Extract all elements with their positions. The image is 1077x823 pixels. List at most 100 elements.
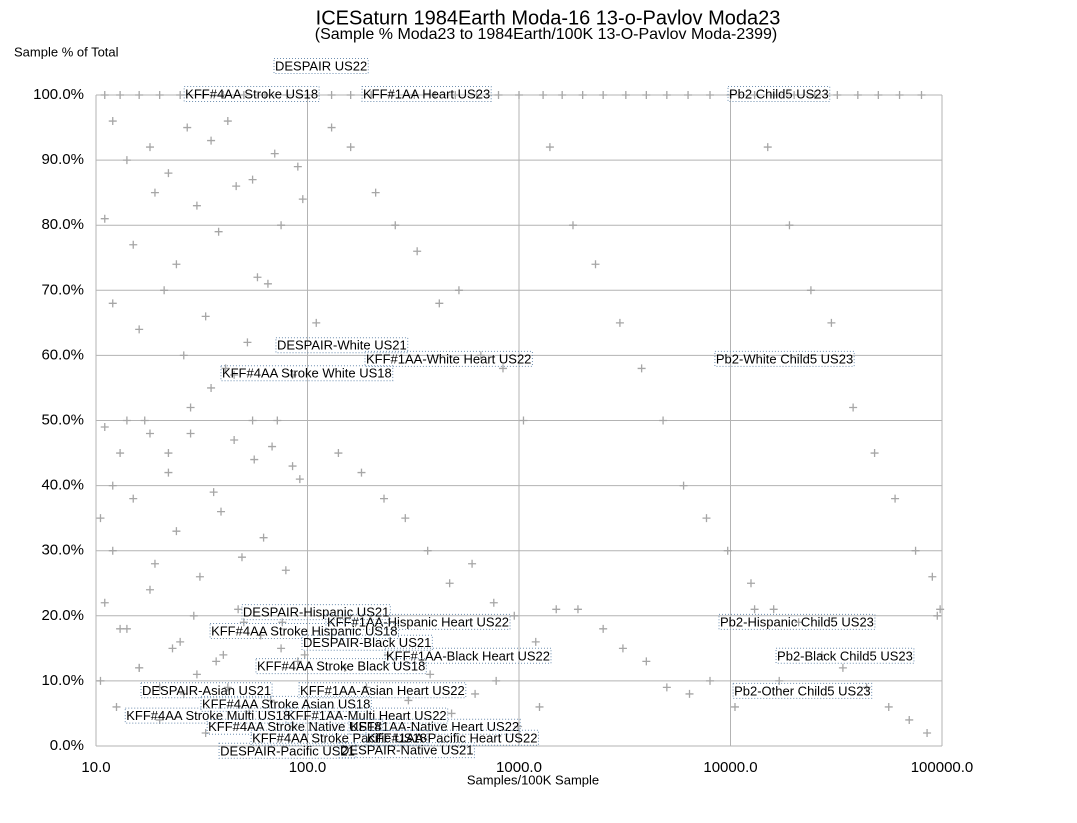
point [340,663,349,672]
annotation-label: KFF#4AA Stroke US18 [185,86,318,101]
point [219,91,228,99]
annotation: Pb2-Other Child5 US23 [732,682,873,699]
point [435,299,444,308]
point [100,598,109,607]
point [160,286,169,295]
point [423,546,432,555]
point [298,195,307,204]
annotation-box [206,718,384,735]
point [201,312,210,321]
point [535,702,544,711]
point [573,605,582,614]
annotations: DESPAIR US22 KFF#4AA Stroke US18 KFF#1AA H… [124,57,915,759]
point [293,657,302,666]
annotation-label: KFF#4AA Stroke Black US18 [257,659,425,674]
annotation-label: KFF#4AA Stroke Pacific US18 [252,730,427,745]
point [108,546,117,555]
point [219,650,228,659]
point [679,481,688,490]
y-tick-label: 60.0% [41,346,84,363]
annotation-box [727,85,831,102]
point [198,91,207,99]
point [168,644,177,653]
point [140,416,149,425]
point [917,91,926,99]
y-tick-label: 50.0% [41,411,84,428]
annotation-box [255,658,427,675]
point [327,91,336,99]
point [445,579,454,588]
point [726,91,735,99]
annotation-label: Pb2-White Child5 US23 [716,351,853,366]
point [539,91,548,99]
point [108,481,117,490]
point [410,91,419,99]
point [108,117,117,126]
point [723,546,732,555]
point [176,91,185,99]
point [621,91,630,99]
annotation-box [301,634,433,651]
annotation-box [140,682,273,699]
point [122,416,131,425]
point [531,637,540,646]
point [179,689,188,698]
annotation-label: DESPAIR-Native US21 [340,743,473,758]
point [750,91,759,99]
point [100,91,109,99]
point [391,221,400,230]
y-tick-label: 70.0% [41,281,84,298]
annotation: DESPAIR-Hispanic US21 [241,604,391,621]
annotation: DESPAIR-Native US21 [338,742,475,759]
point [430,91,439,99]
x-tick-label: 10.0 [81,759,110,776]
point [116,624,125,633]
point [451,91,460,99]
point [288,722,297,731]
annotation-label: DESPAIR US22 [275,58,367,73]
point [195,572,204,581]
point [207,383,216,392]
point [806,286,815,295]
point [135,91,144,99]
annotation-label: DESPAIR-Asian US21 [142,683,271,698]
point [192,670,201,679]
annotation: KFF#1AA-Asian Heart US22 [298,682,467,699]
point [232,182,241,191]
point [599,91,608,99]
annotation: KFF#1AA Heart US23 [361,85,492,102]
chart-subtitle: (Sample % Moda23 to 1984Earth/100K 13-O-… [315,26,777,43]
point [150,559,159,568]
point [135,663,144,672]
point [100,214,109,223]
annotation-box [384,647,552,664]
point [243,338,252,347]
point [510,611,519,620]
point [164,169,173,178]
point [253,273,262,282]
point [183,123,192,132]
point [263,279,272,288]
point [514,722,523,731]
point [426,670,435,679]
annotation-box [298,682,467,699]
point [884,702,893,711]
annotation-box [273,57,369,74]
point [164,449,173,458]
chart-title: ICESaturn 1984Earth Moda-16 13-o-Pavlov … [316,7,781,29]
point [172,260,181,269]
point [155,683,164,692]
point [706,676,715,685]
y-tick-label: 10.0% [41,672,84,689]
point [277,644,286,653]
annotation-label: DESPAIR-Pacific US21 [220,743,355,758]
point [256,631,265,640]
point [838,663,847,672]
point [923,728,932,737]
point [853,91,862,99]
annotation-box [124,707,292,724]
point [248,416,257,425]
point [223,683,232,692]
point [730,702,739,711]
